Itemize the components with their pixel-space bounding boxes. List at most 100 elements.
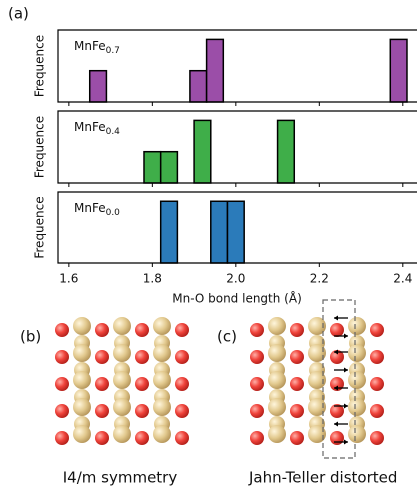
bar xyxy=(211,201,228,263)
axes-frame xyxy=(58,30,417,102)
oxygen-atom xyxy=(290,377,304,391)
oxygen-atom xyxy=(55,323,69,337)
metal-atom xyxy=(153,398,171,416)
oxygen-atom xyxy=(135,377,149,391)
series-label-main: MnFe xyxy=(74,120,106,134)
panel-label: (c) xyxy=(217,328,237,346)
series-label-main: MnFe xyxy=(74,201,106,215)
oxygen-atom xyxy=(370,431,384,445)
structure-image xyxy=(250,317,384,445)
metal-atom xyxy=(73,317,91,335)
arrow-head xyxy=(344,334,348,339)
oxygen-atom xyxy=(370,404,384,418)
metal-atom xyxy=(113,344,131,362)
oxygen-atom xyxy=(250,404,264,418)
bar xyxy=(278,120,295,183)
arrow-head xyxy=(334,422,338,427)
caption: Jahn-Teller distorted xyxy=(248,469,397,487)
oxygen-atom xyxy=(250,323,264,337)
oxygen-atom xyxy=(135,431,149,445)
x-tick-label: 2.2 xyxy=(310,272,329,286)
y-axis-label: Frequence xyxy=(33,196,47,258)
oxygen-atom xyxy=(175,377,189,391)
oxygen-atom xyxy=(175,431,189,445)
oxygen-atom xyxy=(55,431,69,445)
oxygen-atom xyxy=(55,404,69,418)
series-label-main: MnFe xyxy=(74,39,106,53)
series-label: MnFe0.0 xyxy=(74,201,120,218)
bar xyxy=(90,71,107,102)
bar xyxy=(227,201,244,263)
metal-atom xyxy=(153,344,171,362)
oxygen-atom xyxy=(95,377,109,391)
bar xyxy=(161,152,178,183)
panel-label: (b) xyxy=(20,328,41,346)
bar xyxy=(190,71,207,102)
oxygen-atom xyxy=(370,377,384,391)
panel-label: (a) xyxy=(8,5,29,23)
arrow-head xyxy=(344,440,348,445)
oxygen-atom xyxy=(330,323,344,337)
series-label-sub: 0.0 xyxy=(106,208,121,218)
metal-atom xyxy=(153,425,171,443)
bar xyxy=(207,39,224,102)
oxygen-atom xyxy=(135,404,149,418)
axes-frame xyxy=(58,111,417,183)
oxygen-atom xyxy=(250,377,264,391)
oxygen-atom xyxy=(175,323,189,337)
oxygen-atom xyxy=(175,404,189,418)
metal-atom xyxy=(348,425,366,443)
oxygen-atom xyxy=(370,350,384,364)
figure: (a) (b) (c) I4/m symmetry Jahn-Teller di… xyxy=(0,0,417,488)
oxygen-atom xyxy=(290,323,304,337)
bar xyxy=(390,39,407,102)
metal-atom xyxy=(73,344,91,362)
metal-atom xyxy=(73,371,91,389)
arrow-head xyxy=(344,368,348,373)
metal-atom xyxy=(73,425,91,443)
metal-atom xyxy=(73,398,91,416)
bar xyxy=(161,201,178,263)
oxygen-atom xyxy=(250,350,264,364)
oxygen-atom xyxy=(55,377,69,391)
x-tick-label: 2.0 xyxy=(226,272,245,286)
oxygen-atom xyxy=(95,350,109,364)
metal-atom xyxy=(113,398,131,416)
oxygen-atom xyxy=(175,350,189,364)
metal-atom xyxy=(268,425,286,443)
oxygen-atom xyxy=(135,350,149,364)
x-tick-label: 2.4 xyxy=(393,272,412,286)
metal-atom xyxy=(348,371,366,389)
bar xyxy=(194,120,211,183)
series-label-sub: 0.7 xyxy=(106,46,120,56)
metal-atom xyxy=(348,344,366,362)
oxygen-atom xyxy=(290,431,304,445)
y-axis-label: Frequence xyxy=(33,116,47,178)
metal-atom xyxy=(113,371,131,389)
oxygen-atom xyxy=(95,404,109,418)
oxygen-atom xyxy=(290,404,304,418)
arrow-head xyxy=(334,316,338,321)
oxygen-atom xyxy=(370,323,384,337)
series-label-sub: 0.4 xyxy=(106,127,121,137)
x-tick-label: 1.8 xyxy=(143,272,162,286)
series-label: MnFe0.7 xyxy=(74,39,120,56)
y-axis-label: Frequence xyxy=(33,35,47,97)
structure-image xyxy=(55,317,189,445)
arrow-head xyxy=(344,404,348,409)
metal-atom xyxy=(113,425,131,443)
metal-atom xyxy=(268,344,286,362)
x-axis-label: Mn-O bond length (Å) xyxy=(172,291,302,306)
oxygen-atom xyxy=(95,431,109,445)
bar xyxy=(144,152,161,183)
metal-atom xyxy=(268,398,286,416)
metal-atom xyxy=(268,371,286,389)
metal-atom xyxy=(113,317,131,335)
oxygen-atom xyxy=(250,431,264,445)
oxygen-atom xyxy=(55,350,69,364)
x-tick-label: 1.6 xyxy=(59,272,78,286)
series-label: MnFe0.4 xyxy=(74,120,120,137)
metal-atom xyxy=(153,371,171,389)
metal-atom xyxy=(348,398,366,416)
metal-atom xyxy=(268,317,286,335)
